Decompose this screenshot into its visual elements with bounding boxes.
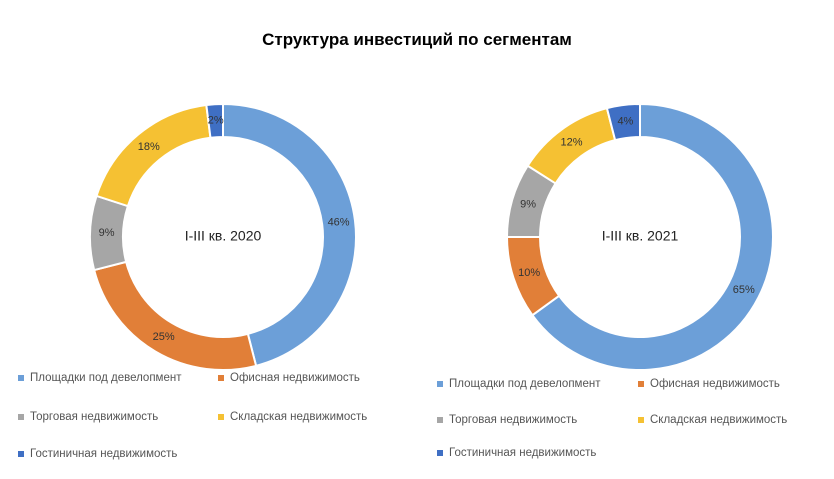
center-label-2021: I-III кв. 2021 xyxy=(602,228,679,244)
donut-2020-svg: 46% 25% 9% 18% 2% I-III кв. 2020 xyxy=(89,102,357,371)
slice-value-label: 18% xyxy=(138,141,160,153)
legend-swatch xyxy=(18,414,24,420)
donut-slice xyxy=(92,260,258,371)
slice-value-label: 2% xyxy=(208,115,224,127)
legend-swatch xyxy=(18,451,24,457)
legend-label: Площадки под девелопмент xyxy=(449,378,601,390)
donut-slice xyxy=(222,102,357,368)
legend-swatch xyxy=(638,417,644,423)
slice-value-label: 46% xyxy=(328,216,350,228)
legend-label: Гостиничная недвижимость xyxy=(30,448,178,460)
page-title: Структура инвестиций по сегментам xyxy=(262,30,572,49)
donut-chart-2020: 46% 25% 9% 18% 2% I-III кв. 2020 xyxy=(78,92,368,382)
legend-swatch xyxy=(437,450,443,456)
legend-item: Площадки под девелопмент xyxy=(18,372,181,384)
legend-swatch xyxy=(218,414,224,420)
legend-label: Площадки под девелопмент xyxy=(30,372,182,384)
legend-item: Складская недвижимость xyxy=(638,414,787,426)
slice-value-label: 9% xyxy=(520,198,536,210)
slice-value-label: 12% xyxy=(561,137,583,149)
legend-label: Складская недвижимость xyxy=(650,414,788,426)
donut-slice xyxy=(531,102,774,371)
legend-swatch xyxy=(437,381,443,387)
legend-item: Складская недвижимость xyxy=(218,411,367,423)
legend-label: Офисная недвижимость xyxy=(230,372,360,384)
legend-swatch xyxy=(437,417,443,423)
slice-value-label: 25% xyxy=(153,331,175,343)
donut-slice xyxy=(95,103,212,208)
center-label-2020: I-III кв. 2020 xyxy=(185,228,262,244)
slice-value-label: 10% xyxy=(518,267,540,279)
slice-value-label: 65% xyxy=(733,284,755,296)
legend-item: Гостиничная недвижимость xyxy=(18,448,177,460)
legend-item: Гостиничная недвижимость xyxy=(437,447,596,459)
slice-value-label: 4% xyxy=(617,115,633,127)
legend-label: Офисная недвижимость xyxy=(650,378,780,390)
donut-slice xyxy=(605,102,641,142)
slice-value-label: 9% xyxy=(99,227,115,239)
legend-item: Площадки под девелопмент xyxy=(437,378,600,390)
donut-chart-2021: 65% 10% 9% 12% 4% I-III кв. 2021 xyxy=(495,92,785,382)
donut-slice xyxy=(205,102,224,139)
legend-item: Офисная недвижимость xyxy=(218,372,360,384)
slices-2021: 65% 10% 9% 12% 4% xyxy=(505,102,774,371)
legend-label: Торговая недвижимость xyxy=(30,411,159,423)
slices-2020: 46% 25% 9% 18% 2% xyxy=(89,102,357,371)
legend-item: Офисная недвижимость xyxy=(638,378,780,390)
legend-item: Торговая недвижимость xyxy=(18,411,158,423)
legend-label: Торговая недвижимость xyxy=(449,414,578,426)
legend-label: Складская недвижимость xyxy=(230,411,368,423)
legend-swatch xyxy=(638,381,644,387)
legend-item: Торговая недвижимость xyxy=(437,414,577,426)
donut-2021-svg: 65% 10% 9% 12% 4% I-III кв. 2021 xyxy=(505,102,774,371)
legend-swatch xyxy=(18,375,24,381)
legend-swatch xyxy=(218,375,224,381)
legend-label: Гостиничная недвижимость xyxy=(449,447,597,459)
